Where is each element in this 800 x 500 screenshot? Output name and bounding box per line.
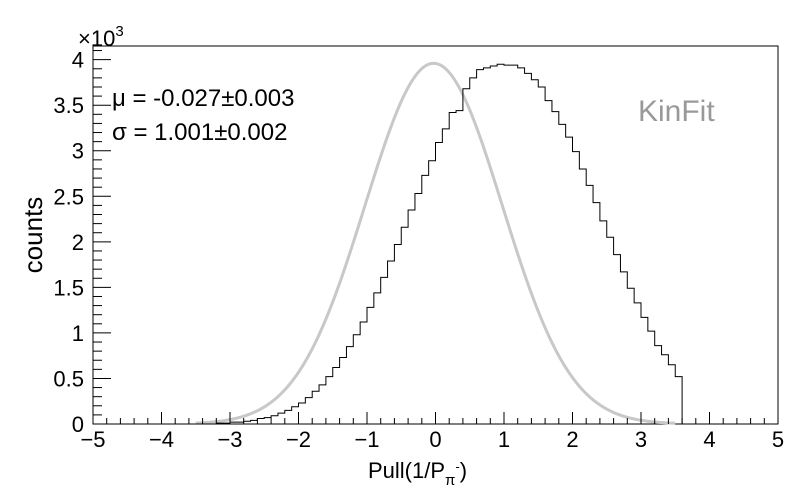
x-tick-label: 4	[703, 427, 715, 452]
x-axis: −5 −4 −3 −2 −1 0 1 2 3 4 5	[80, 412, 784, 452]
gaussian-fit-curve	[195, 61, 676, 425]
y-tick-label: 3.5	[53, 93, 84, 118]
histogram-layer	[93, 63, 778, 425]
x-tick-label: 1	[498, 427, 510, 452]
y-tick-label: 1.5	[53, 275, 84, 300]
x-tick-label: 5	[772, 427, 784, 452]
x-tick-label: −4	[149, 427, 174, 452]
y-tick-label: 1	[72, 321, 84, 346]
x-tick-label: 0	[429, 427, 441, 452]
fit-layer	[195, 61, 676, 425]
y-tick-label: 0.5	[53, 366, 84, 391]
x-tick-label: 2	[566, 427, 578, 452]
x-tick-label: −5	[80, 427, 105, 452]
y-tick-label: 3	[72, 139, 84, 164]
y-tick-label: 2	[72, 230, 84, 255]
sigma-annotation: σ = 1.001±0.002	[112, 119, 287, 146]
x-tick-label: −3	[217, 427, 242, 452]
y-axis-label: counts	[18, 197, 48, 274]
kinfit-tag: KinFit	[638, 95, 715, 128]
y-axis: 0 0.5 1 1.5 2 2.5 3 3.5 4	[53, 48, 111, 437]
x-tick-label: −1	[354, 427, 379, 452]
x-tick-label: 3	[635, 427, 647, 452]
x-tick-label: −2	[286, 427, 311, 452]
y-tick-label: 0	[72, 412, 84, 437]
y-multiplier: ×103	[78, 23, 124, 51]
y-tick-label: 2.5	[53, 184, 84, 209]
histogram-outline	[93, 63, 778, 425]
mu-annotation: μ = -0.027±0.003	[112, 85, 294, 112]
x-axis-label: Pull(1/Pπ-)	[368, 458, 467, 489]
y-tick-label: 4	[72, 48, 84, 73]
